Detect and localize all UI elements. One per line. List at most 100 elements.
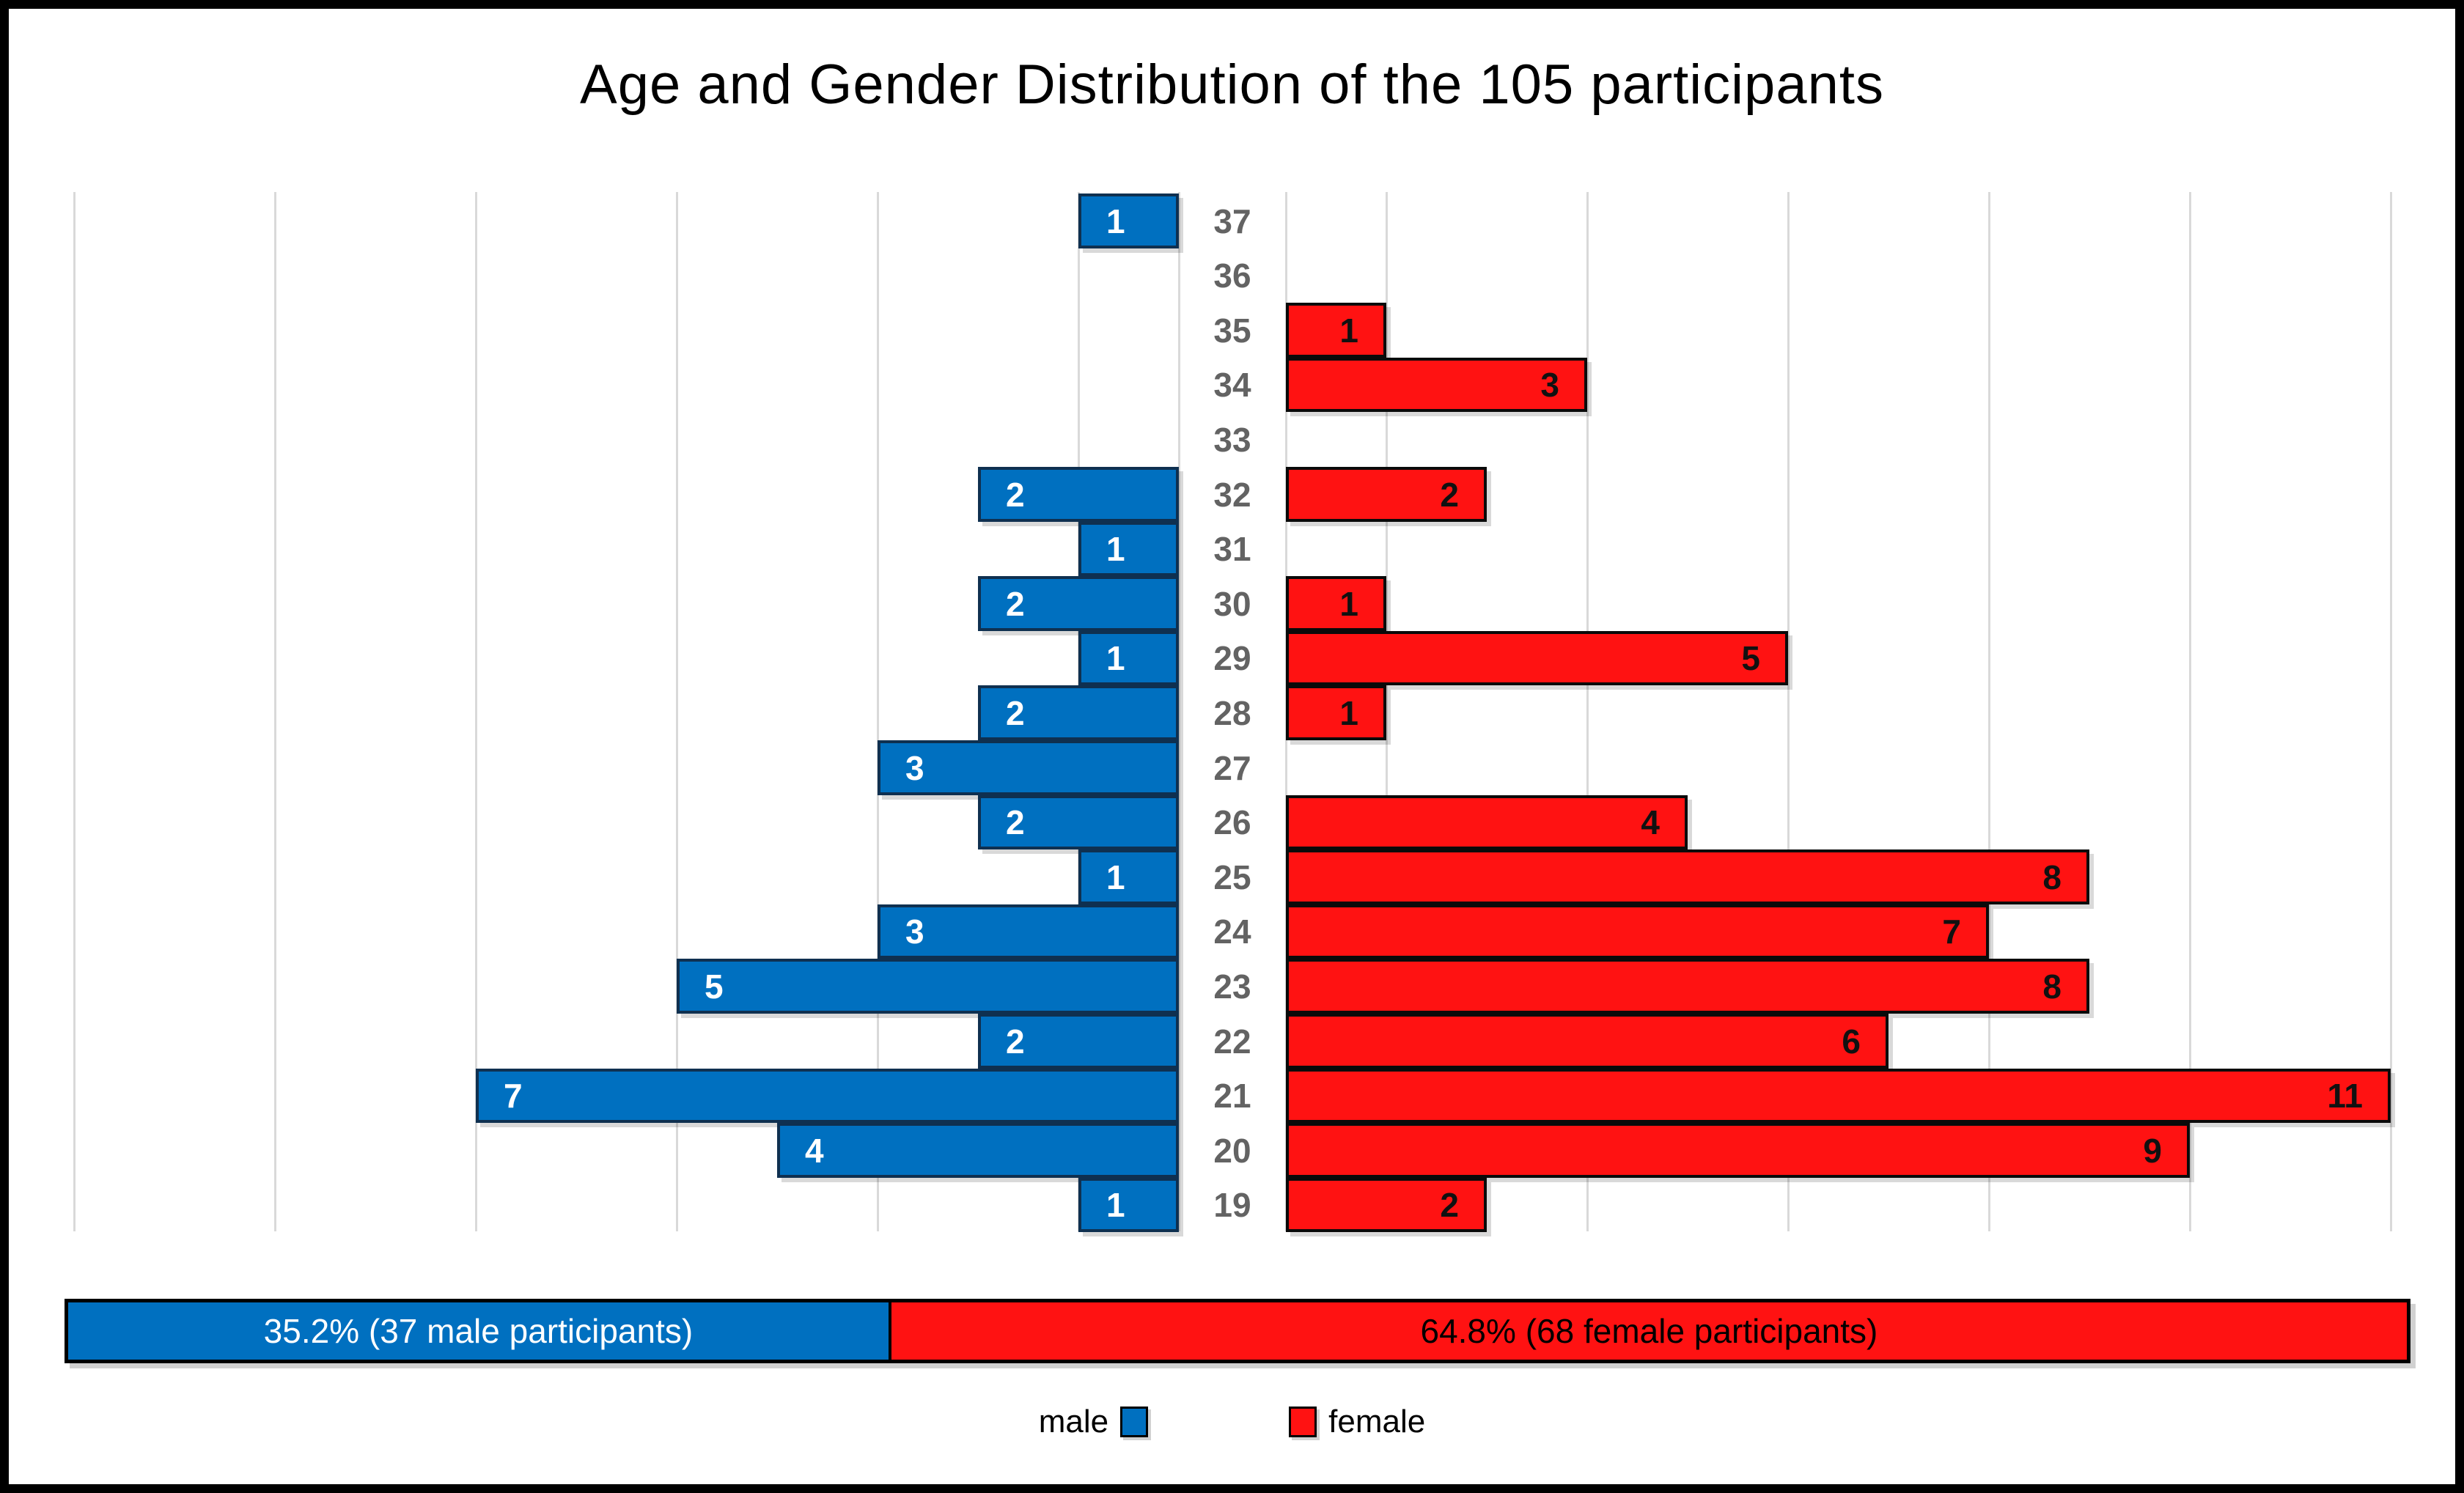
age-tick-label: 33 — [1213, 420, 1251, 459]
age-tick-label: 26 — [1213, 803, 1251, 841]
legend: male female — [9, 1400, 2455, 1444]
legend-female-label: female — [1328, 1404, 1426, 1439]
female-bar-value-label: 2 — [1440, 475, 1459, 514]
age-tick-label: 30 — [1213, 584, 1251, 623]
male-bar: 2 — [978, 576, 1179, 631]
legend-male-swatch-icon — [1120, 1407, 1149, 1437]
male-bar-value-label: 1 — [1106, 858, 1125, 896]
female-bar: 1 — [1286, 303, 1386, 358]
male-bar: 1 — [1078, 522, 1179, 576]
summary-male-segment: 35.2% (37 male participants) — [68, 1302, 891, 1360]
female-bar-value-label: 2 — [1440, 1186, 1459, 1224]
female-bar: 9 — [1286, 1123, 2190, 1178]
age-tick-label: 27 — [1213, 748, 1251, 787]
gridline — [1787, 192, 1790, 1231]
male-bar: 1 — [1078, 1178, 1179, 1232]
female-bar-value-label: 1 — [1339, 584, 1358, 623]
gridline — [2390, 192, 2392, 1231]
female-bar: 4 — [1286, 795, 1688, 849]
legend-female-swatch-icon — [1289, 1407, 1317, 1437]
female-bar-value-label: 3 — [1540, 366, 1559, 404]
female-bar: 2 — [1286, 467, 1487, 522]
male-bar: 5 — [677, 959, 1179, 1014]
summary-female-label: 64.8% (68 female participants) — [1420, 1312, 1878, 1350]
gridline — [475, 192, 477, 1231]
male-bar-value-label: 3 — [905, 913, 924, 951]
age-tick-label: 22 — [1213, 1022, 1251, 1061]
male-bar: 3 — [878, 904, 1179, 959]
age-tick-label: 32 — [1213, 475, 1251, 514]
female-bar: 2 — [1286, 1178, 1487, 1232]
female-bar: 1 — [1286, 685, 1386, 740]
male-bar-value-label: 2 — [1006, 803, 1025, 841]
male-bar-value-label: 2 — [1006, 693, 1025, 732]
male-bar: 4 — [777, 1123, 1179, 1178]
female-bar-value-label: 8 — [2042, 967, 2062, 1006]
male-bar-value-label: 7 — [504, 1077, 523, 1115]
male-bar: 2 — [978, 685, 1179, 740]
female-bar: 6 — [1286, 1014, 1889, 1069]
male-bar: 2 — [978, 795, 1179, 849]
plot-area: 37 1 36 35 1 34 3 33 32 2 2 31 1 30 2 1 29 1 5 28 2 1 27 3 26 2 4 2… — [9, 9, 2455, 1484]
age-tick-label: 29 — [1213, 639, 1251, 677]
male-bar-value-label: 4 — [805, 1131, 824, 1170]
gridline — [1988, 192, 1990, 1231]
chart-title: Age and Gender Distribution of the 105 p… — [580, 54, 1884, 116]
female-bar-value-label: 11 — [2327, 1077, 2363, 1115]
age-tick-label: 25 — [1213, 858, 1251, 896]
gridline — [73, 192, 76, 1231]
male-bar-value-label: 2 — [1006, 584, 1025, 623]
male-bar-value-label: 3 — [905, 748, 924, 787]
age-tick-label: 36 — [1213, 257, 1251, 295]
age-tick-label: 28 — [1213, 693, 1251, 732]
male-bar: 7 — [476, 1069, 1179, 1123]
female-bar-value-label: 1 — [1339, 311, 1358, 350]
female-bar: 8 — [1286, 959, 2089, 1014]
male-bar-value-label: 1 — [1106, 639, 1125, 677]
male-bar-value-label: 2 — [1006, 475, 1025, 514]
male-bar: 1 — [1078, 849, 1179, 904]
female-bar-value-label: 9 — [2143, 1131, 2162, 1170]
age-tick-label: 34 — [1213, 366, 1251, 404]
female-bar: 7 — [1286, 904, 1989, 959]
gridline — [274, 192, 276, 1231]
male-bar: 2 — [978, 467, 1179, 522]
age-tick-label: 21 — [1213, 1077, 1251, 1115]
summary-male-label: 35.2% (37 male participants) — [263, 1312, 694, 1350]
female-bar: 11 — [1286, 1069, 2391, 1123]
age-tick-label: 31 — [1213, 530, 1251, 568]
female-bar-value-label: 5 — [1741, 639, 1760, 677]
male-bar: 3 — [878, 740, 1179, 795]
gridline — [877, 192, 879, 1231]
age-tick-label: 20 — [1213, 1131, 1251, 1170]
legend-male-label: male — [1038, 1404, 1109, 1439]
age-tick-label: 19 — [1213, 1186, 1251, 1224]
gridline — [2189, 192, 2191, 1231]
female-bar: 5 — [1286, 631, 1788, 685]
female-bar-value-label: 8 — [2042, 858, 2062, 896]
female-bar: 3 — [1286, 358, 1587, 412]
male-bar-value-label: 1 — [1106, 1186, 1125, 1224]
male-bar-value-label: 5 — [705, 967, 724, 1006]
gridline — [676, 192, 678, 1231]
female-bar: 8 — [1286, 849, 2089, 904]
age-tick-label: 23 — [1213, 967, 1251, 1006]
male-bar-value-label: 1 — [1106, 530, 1125, 568]
age-tick-label: 24 — [1213, 913, 1251, 951]
male-bar-value-label: 2 — [1006, 1022, 1025, 1061]
summary-bar: 35.2% (37 male participants) 64.8% (68 f… — [65, 1299, 2410, 1363]
male-bar-value-label: 1 — [1106, 202, 1125, 240]
gridline — [1586, 192, 1589, 1231]
male-bar: 2 — [978, 1014, 1179, 1069]
gridline — [1386, 192, 1388, 1231]
male-bar: 1 — [1078, 193, 1179, 248]
female-bar-value-label: 6 — [1842, 1022, 1861, 1061]
age-tick-label: 35 — [1213, 311, 1251, 350]
age-tick-label: 37 — [1213, 202, 1251, 240]
male-bar: 1 — [1078, 631, 1179, 685]
female-bar-value-label: 4 — [1641, 803, 1660, 841]
female-bar-value-label: 1 — [1339, 693, 1358, 732]
gridline — [1178, 192, 1180, 1231]
